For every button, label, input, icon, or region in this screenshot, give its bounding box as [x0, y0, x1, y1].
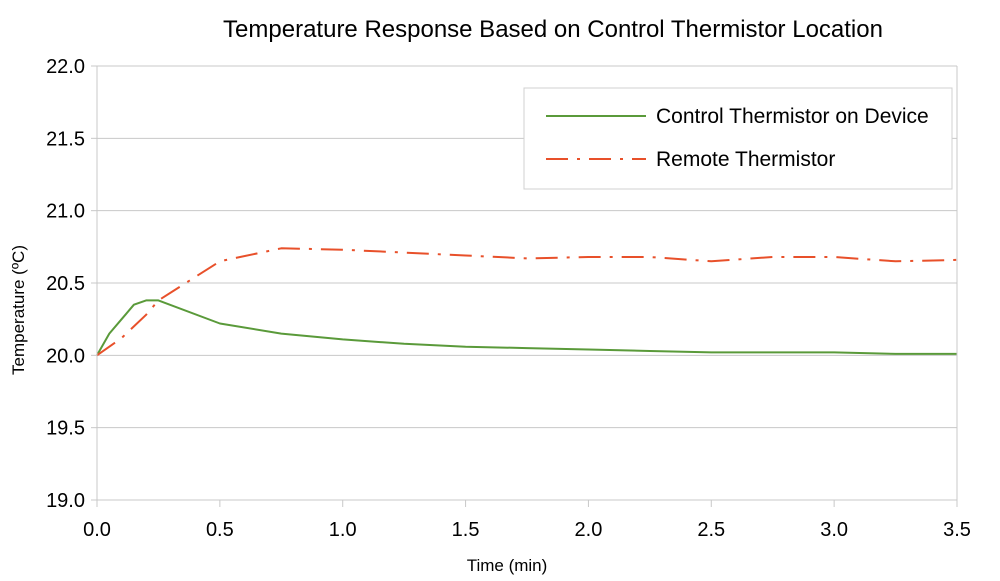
y-axis-label: Temperature (ºC) — [9, 245, 28, 375]
x-tick-label: 2.0 — [575, 519, 603, 541]
x-tick-label: 0.0 — [83, 519, 111, 541]
y-tick-label: 20.5 — [46, 273, 85, 295]
x-tick-label: 2.5 — [697, 519, 725, 541]
y-tick-label: 22.0 — [46, 56, 85, 78]
series-line-0 — [96, 299, 957, 356]
series-line-1 — [96, 247, 958, 357]
x-tick-label: 3.0 — [820, 519, 848, 541]
chart-title: Temperature Response Based on Control Th… — [223, 16, 883, 43]
y-tick-label: 21.0 — [46, 201, 85, 223]
tick-labels: 19.0 19.5 20.0 20.5 21.0 21.5 22.0 0.0 0.5 1.0 1.5… — [46, 56, 971, 541]
legend-label-remote-thermistor: Remote Thermistor — [656, 148, 835, 171]
series-layer — [96, 247, 958, 357]
x-tick-label: 1.5 — [452, 519, 480, 541]
legend-box — [523, 87, 953, 190]
x-tick-label: 3.5 — [943, 519, 971, 541]
y-tick-label: 19.0 — [46, 490, 85, 512]
y-tick-label: 21.5 — [46, 128, 85, 150]
legend: Control Thermistor on Device Remote Ther… — [523, 87, 953, 190]
x-axis-label: Time (min) — [467, 556, 548, 575]
y-tick-label: 20.0 — [46, 345, 85, 367]
y-tick-label: 19.5 — [46, 418, 85, 440]
x-tick-label: 0.5 — [206, 519, 234, 541]
x-tick-label: 1.0 — [329, 519, 357, 541]
axes — [91, 65, 958, 507]
legend-label-control-thermistor: Control Thermistor on Device — [656, 105, 929, 128]
